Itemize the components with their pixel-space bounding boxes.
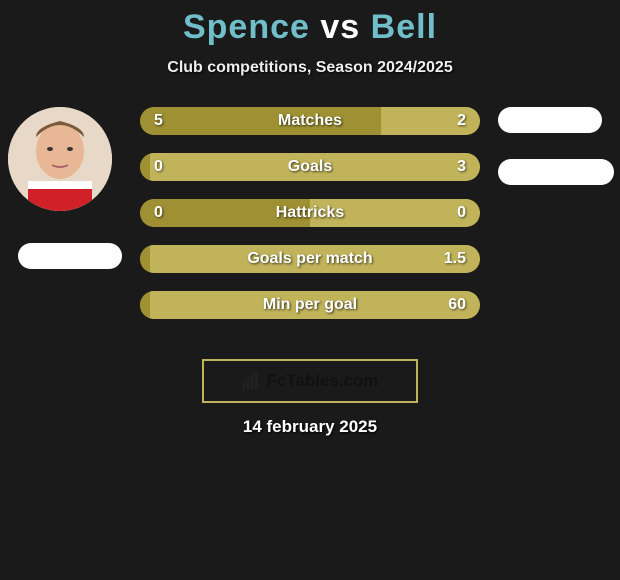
date-text: 14 february 2025 — [0, 417, 620, 437]
brand-text: FcTables.com — [266, 371, 378, 391]
stat-label: Min per goal — [140, 291, 480, 319]
stat-label: Matches — [140, 107, 480, 135]
stat-label: Hattricks — [140, 199, 480, 227]
player2-name-pill-1 — [498, 107, 602, 133]
stat-row-goals: 03Goals — [140, 153, 480, 181]
stat-bars: 52Matches 03Goals 00Hattricks 1.5Goals per … — [140, 107, 480, 337]
stat-label: Goals — [140, 153, 480, 181]
avatar-placeholder-icon — [8, 107, 112, 211]
chart-icon — [241, 371, 261, 391]
player1-name: Spence — [183, 8, 310, 46]
stat-row-hattricks: 00Hattricks — [140, 199, 480, 227]
comparison-area: 52Matches 03Goals 00Hattricks 1.5Goals per … — [0, 107, 620, 357]
brand-box[interactable]: FcTables.com — [202, 359, 418, 403]
player1-avatar — [8, 107, 112, 211]
stat-row-goals-per-match: 1.5Goals per match — [140, 245, 480, 273]
player1-name-pill — [18, 243, 122, 269]
player2-name-pill-2 — [498, 159, 614, 185]
stat-row-matches: 52Matches — [140, 107, 480, 135]
stat-label: Goals per match — [140, 245, 480, 273]
vs-text: vs — [320, 8, 360, 46]
player2-name: Bell — [371, 8, 437, 46]
comparison-title: Spence vs Bell — [0, 8, 620, 47]
subtitle: Club competitions, Season 2024/2025 — [0, 59, 620, 77]
stat-row-min-per-goal: 60Min per goal — [140, 291, 480, 319]
